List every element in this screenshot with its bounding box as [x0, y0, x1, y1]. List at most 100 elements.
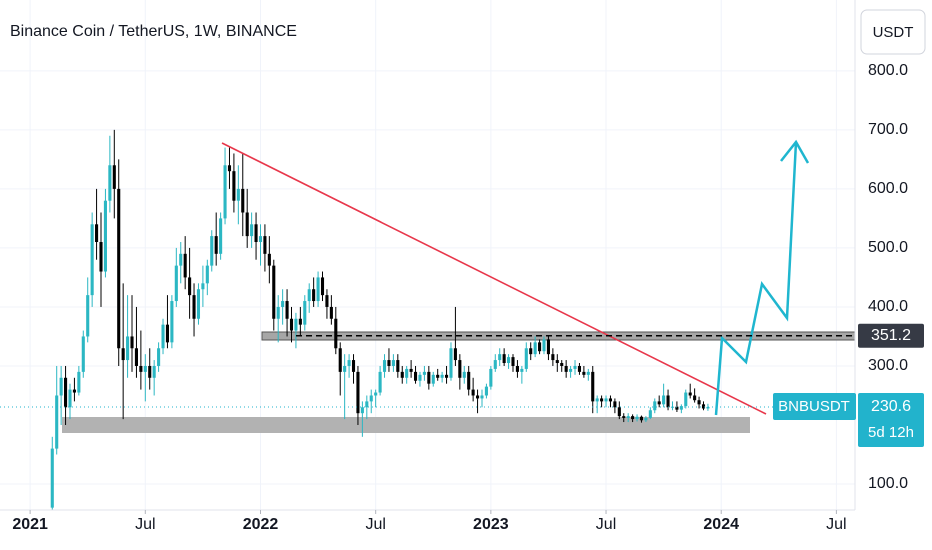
- y-tick-label: 600.0: [868, 180, 908, 197]
- candle-body: [214, 236, 218, 254]
- candle-body: [59, 377, 63, 396]
- candle-body: [507, 357, 511, 364]
- candle-body: [68, 389, 72, 408]
- candle-body: [95, 224, 99, 243]
- candle-body: [245, 212, 249, 237]
- y-tick-label: 400.0: [868, 298, 908, 315]
- candle-body: [573, 365, 577, 369]
- candle-body: [542, 339, 546, 352]
- candle-body: [307, 289, 311, 302]
- y-tick-label: 700.0: [868, 121, 908, 138]
- candle-body: [329, 306, 333, 319]
- candle-body: [635, 416, 639, 420]
- level-label-box: [858, 323, 924, 348]
- candle-body: [489, 368, 493, 387]
- candle-body: [112, 165, 116, 189]
- price-label-box: [858, 393, 924, 447]
- candle-body: [378, 371, 382, 393]
- candle-body: [205, 265, 209, 284]
- support-zone: [62, 417, 750, 433]
- candle-body: [413, 371, 418, 381]
- candle-body: [480, 395, 484, 399]
- candle-body: [484, 386, 488, 396]
- level-label: 351.2: [871, 327, 911, 344]
- y-unit[interactable]: USDT: [873, 24, 914, 41]
- symbol-label: BNBUSDT: [778, 398, 850, 415]
- candle-body: [117, 188, 121, 349]
- overlay: [0, 334, 855, 408]
- y-tick-label: 300.0: [868, 357, 908, 374]
- candle-body: [440, 374, 444, 378]
- candle-body: [449, 348, 453, 378]
- candle-body: [241, 188, 245, 213]
- candle-body: [365, 401, 369, 408]
- candle-body: [427, 371, 431, 384]
- candle-body: [387, 360, 391, 366]
- candle-body: [639, 416, 644, 421]
- candle-body: [320, 277, 325, 296]
- candle-body: [219, 218, 223, 254]
- candle-body: [170, 301, 174, 343]
- candle-body: [196, 289, 201, 319]
- candle-body: [662, 395, 666, 405]
- candle-body: [232, 171, 236, 201]
- candle-body: [99, 242, 103, 272]
- candle-body: [351, 360, 356, 372]
- candle-body: [458, 360, 462, 378]
- candle-body: [524, 348, 528, 369]
- candle-body: [701, 404, 706, 409]
- candle-body: [608, 398, 613, 402]
- candle-body: [369, 395, 373, 402]
- projection-path: [714, 141, 798, 416]
- x-tick-label: Jul: [365, 516, 385, 533]
- candle-body: [391, 360, 395, 366]
- candle-body: [502, 354, 506, 364]
- candle-body: [520, 368, 524, 372]
- candle-body: [613, 401, 617, 408]
- candle-body: [418, 374, 422, 381]
- candle-body: [152, 365, 156, 378]
- candle-body: [431, 374, 435, 384]
- candle-body: [121, 348, 125, 361]
- candle-body: [139, 365, 143, 372]
- candle-body: [409, 368, 413, 372]
- candle-body: [312, 289, 316, 302]
- candle-body: [697, 400, 701, 405]
- candle-body: [569, 368, 573, 372]
- candle-body: [347, 360, 351, 366]
- candle-body: [684, 392, 688, 407]
- candle-body: [81, 336, 85, 372]
- candles: [50, 129, 710, 510]
- candle-body: [577, 365, 582, 372]
- candle-body: [462, 371, 466, 378]
- candle-body: [693, 395, 697, 401]
- candle-body: [103, 200, 107, 272]
- candle-body: [356, 371, 360, 414]
- y-tick-label: 800.0: [868, 62, 908, 79]
- candle-body: [303, 301, 307, 325]
- candle-body: [604, 398, 608, 402]
- unit-button[interactable]: [860, 9, 926, 55]
- candle-body: [86, 295, 90, 337]
- candle-body: [529, 348, 533, 355]
- candle-body: [298, 318, 302, 325]
- countdown: 5d 12h: [868, 424, 914, 441]
- candle-body: [192, 295, 196, 319]
- candle-body: [179, 253, 183, 266]
- candle-body: [236, 188, 240, 201]
- x-tick-label: Jul: [135, 516, 155, 533]
- candle-body: [493, 360, 497, 369]
- chart-title: Binance Coin / TetherUS, 1W, BINANCE: [10, 23, 297, 40]
- x-tick-label: Jul: [826, 516, 846, 533]
- candle-body: [263, 236, 267, 254]
- y-tick-label: 100.0: [868, 475, 908, 492]
- candle-body: [360, 407, 364, 414]
- candle-body: [174, 265, 178, 302]
- candle-body: [666, 395, 670, 408]
- candle-body: [289, 318, 294, 331]
- candle-body: [210, 236, 214, 266]
- candle-body: [533, 342, 537, 355]
- candle-body: [467, 371, 471, 390]
